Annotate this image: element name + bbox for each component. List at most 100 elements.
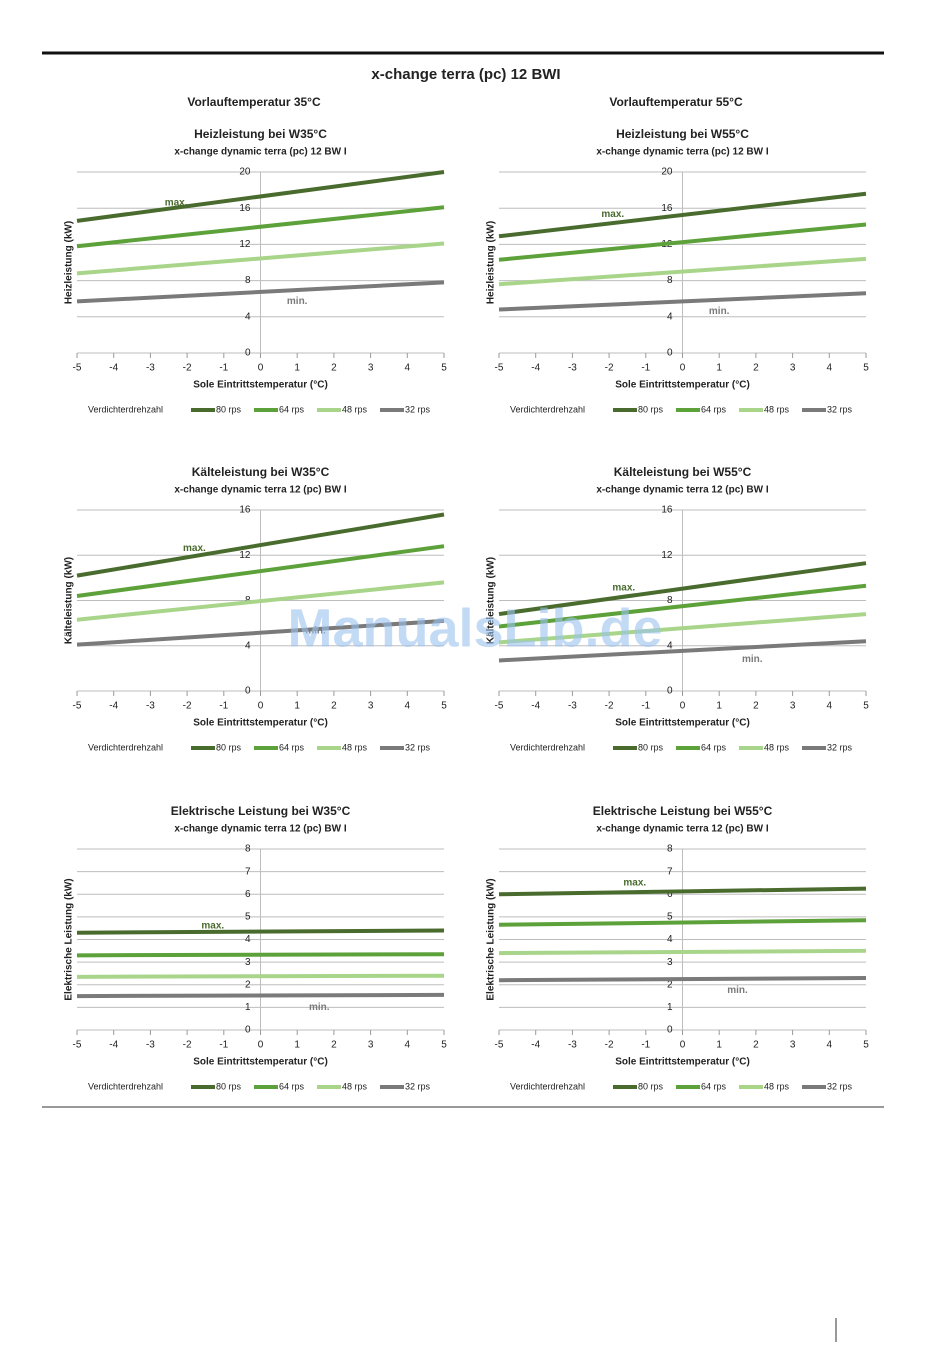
x-tick-label: 2 (753, 701, 759, 712)
legend-label: 80 rps (638, 1081, 664, 1091)
y-tick-label: 3 (245, 957, 251, 968)
x-tick-label: 0 (258, 363, 264, 374)
series-line (76, 205, 445, 249)
y-axis-label: Kälteleistung (kW) (64, 557, 75, 644)
series-line (76, 973, 445, 979)
x-tick-label: -5 (73, 363, 82, 374)
annotation: min. (727, 985, 748, 996)
x-tick-label: 3 (368, 701, 374, 712)
chart-subtitle: x-change dynamic terra (pc) 12 BW I (174, 147, 346, 158)
series-line (498, 191, 867, 239)
y-tick-label: 0 (245, 1025, 251, 1036)
x-tick-label: -4 (109, 701, 118, 712)
x-tick-label: 5 (441, 363, 447, 374)
x-tick-label: 3 (368, 363, 374, 374)
page-title: x-change terra (pc) 12 BWI (371, 66, 560, 83)
x-axis-label: Sole Eintrittstemperatur (°C) (615, 1057, 750, 1068)
y-axis-label: Heizleistung (kW) (486, 221, 497, 304)
series-line (76, 928, 445, 935)
y-axis-label: Elektrische Leistung (kW) (486, 878, 497, 1000)
y-tick-label: 12 (661, 550, 673, 561)
legend-label: 80 rps (638, 404, 664, 414)
x-tick-label: 3 (790, 701, 796, 712)
y-tick-label: 7 (667, 866, 673, 877)
series-line (498, 612, 867, 645)
x-axis-label: Sole Eintrittstemperatur (°C) (615, 380, 750, 391)
x-tick-label: -4 (531, 1040, 540, 1051)
x-tick-label: -2 (605, 1040, 614, 1051)
legend-label: 80 rps (216, 404, 242, 414)
x-tick-label: -2 (183, 363, 192, 374)
x-tick-label: 2 (331, 1040, 337, 1051)
x-tick-label: 0 (680, 363, 686, 374)
charts: Heizleistung bei W35°C x-change dynamic t… (64, 127, 870, 1091)
x-tick-label: 3 (368, 1040, 374, 1051)
x-tick-label: 2 (331, 363, 337, 374)
x-tick-label: 4 (827, 363, 833, 374)
chart-title: Kälteleistung bei W35°C (192, 465, 330, 479)
x-tick-label: -5 (495, 701, 504, 712)
y-tick-label: 4 (667, 640, 673, 651)
x-tick-label: -3 (146, 701, 155, 712)
x-tick-label: -5 (73, 1040, 82, 1051)
x-tick-label: 4 (827, 1040, 833, 1051)
y-tick-label: 16 (239, 203, 251, 214)
annotation: max. (201, 921, 224, 932)
x-tick-label: 5 (441, 1040, 447, 1051)
x-axis-label: Sole Eintrittstemperatur (°C) (193, 380, 328, 391)
x-tick-label: -4 (109, 363, 118, 374)
y-tick-label: 20 (661, 167, 673, 178)
y-tick-label: 12 (239, 550, 251, 561)
annotation: min. (709, 306, 730, 317)
x-axis-label: Sole Eintrittstemperatur (°C) (193, 718, 328, 729)
x-axis-label: Sole Eintrittstemperatur (°C) (615, 718, 750, 729)
legend-label: 64 rps (279, 404, 305, 414)
chart-subtitle: x-change dynamic terra 12 (pc) BW I (596, 485, 768, 496)
x-tick-label: 3 (790, 363, 796, 374)
x-tick-label: 4 (827, 701, 833, 712)
series-line (76, 241, 445, 276)
x-tick-label: -3 (146, 1040, 155, 1051)
chart-subtitle: x-change dynamic terra 12 (pc) BW I (596, 824, 768, 835)
y-tick-label: 0 (245, 686, 251, 697)
annotation: max. (612, 583, 635, 594)
legend-label: 48 rps (764, 404, 790, 414)
series-line (498, 222, 867, 262)
x-tick-label: 5 (863, 701, 869, 712)
column-header: Vorlauftemperatur 35°C (187, 95, 321, 109)
x-tick-label: 5 (863, 1040, 869, 1051)
y-tick-label: 8 (245, 275, 251, 286)
x-tick-label: -2 (183, 701, 192, 712)
x-tick-label: -1 (219, 1040, 228, 1051)
annotation: max. (623, 878, 646, 889)
x-tick-label: 2 (331, 701, 337, 712)
series-line (498, 886, 867, 897)
annotation: min. (305, 626, 326, 637)
y-tick-label: 4 (667, 311, 673, 322)
y-tick-label: 20 (239, 167, 251, 178)
x-tick-label: 1 (716, 363, 722, 374)
y-tick-label: 16 (239, 505, 251, 516)
x-tick-label: 0 (258, 701, 264, 712)
x-tick-label: -3 (568, 1040, 577, 1051)
x-tick-label: -1 (641, 363, 650, 374)
series-line (76, 544, 445, 598)
x-tick-label: -5 (495, 363, 504, 374)
legend-label: 48 rps (342, 1081, 368, 1091)
series-line (76, 992, 445, 999)
x-tick-label: 1 (716, 701, 722, 712)
chart-title: Elektrische Leistung bei W55°C (593, 804, 773, 818)
chart-title: Heizleistung bei W35°C (194, 127, 327, 141)
y-tick-label: 5 (245, 912, 251, 923)
x-tick-label: -5 (73, 701, 82, 712)
column-header: Vorlauftemperatur 55°C (609, 95, 743, 109)
chart-title: Heizleistung bei W55°C (616, 127, 749, 141)
series-line (498, 948, 867, 956)
y-tick-label: 4 (667, 934, 673, 945)
legend-label: 48 rps (342, 742, 368, 752)
x-tick-label: -3 (568, 701, 577, 712)
x-tick-label: -1 (641, 1040, 650, 1051)
y-tick-label: 8 (667, 595, 673, 606)
x-tick-label: -1 (219, 701, 228, 712)
